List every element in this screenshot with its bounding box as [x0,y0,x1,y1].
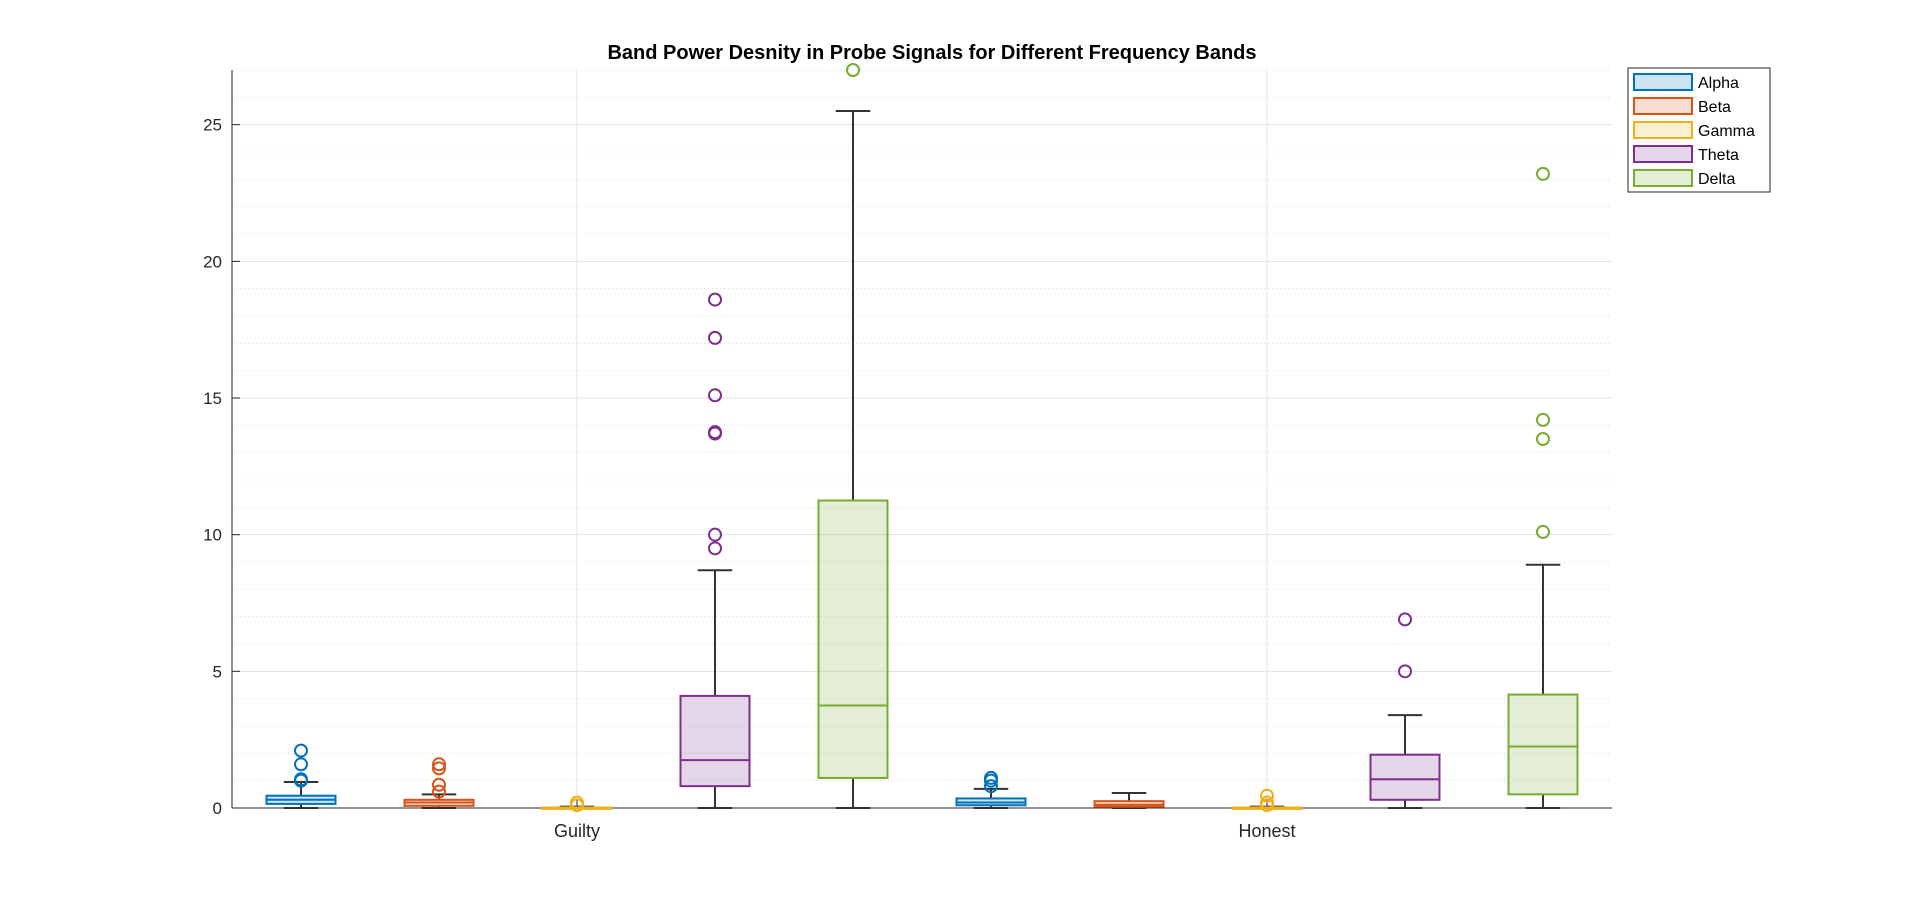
legend-swatch [1633,121,1693,139]
outlier-point [984,779,998,794]
y-tick-label: 25 [203,116,222,135]
outlier-point [708,292,722,307]
outlier-point [708,388,722,403]
box-alpha-guilty [265,743,337,809]
box-theta-guilty [679,292,751,809]
legend-label: Gamma [1698,123,1755,140]
legend: Alpha Beta Gamma Theta Delta [1627,67,1771,193]
legend-item-theta: Theta [1633,145,1739,164]
legend-item-beta: Beta [1633,97,1731,116]
box-gamma-guilty [541,795,613,813]
legend-item-delta: Delta [1633,169,1735,188]
outlier-point [294,772,308,787]
outlier-point [1536,412,1550,427]
box-iqr [679,694,751,788]
outlier-point [1260,788,1274,803]
outlier-point [984,770,998,785]
y-axis: 0 5 10 15 20 25 [203,70,240,818]
outlier-point [570,795,584,810]
outlier-point [708,541,722,556]
legend-item-alpha: Alpha [1633,73,1739,92]
outlier-point [708,425,722,440]
outlier-point [1536,432,1550,446]
major-grid [232,70,1612,809]
legend-swatch [1633,145,1693,163]
outlier-point [708,330,722,345]
box-iqr [817,499,889,779]
outlier-point [1398,612,1412,627]
y-tick-label: 20 [203,252,222,271]
y-tick-label: 15 [203,389,222,408]
chart-title: Band Power Desnity in Probe Signals for … [607,42,1256,64]
box-beta-honest [1093,791,1165,809]
outlier-point [1398,664,1412,679]
y-tick-label: 0 [213,799,222,818]
outlier-point [1536,166,1550,181]
outlier-point [432,784,446,799]
outlier-point [432,777,446,792]
legend-label: Beta [1698,99,1731,116]
outlier-point [1260,795,1274,810]
outlier-point [432,761,446,776]
legend-swatch [1633,97,1693,115]
outlier-point [1536,524,1550,539]
legend-box [1627,67,1771,193]
outlier-point [432,757,446,772]
x-tick-label: Guilty [554,821,600,841]
legend-item-gamma: Gamma [1633,121,1755,140]
legend-label: Theta [1698,147,1739,164]
minor-grid [232,69,1612,782]
legend-label: Delta [1698,171,1735,188]
outlier-point [708,527,722,542]
outlier-point [294,757,308,772]
legend-swatch [1633,73,1693,91]
box-delta-honest [1507,166,1579,809]
box-alpha-honest [955,770,1027,809]
outlier-point [846,63,860,77]
x-tick-label: Honest [1238,821,1295,841]
box-delta-guilty [817,63,889,809]
x-axis: Guilty Honest [232,800,1612,841]
box-gamma-honest [1231,788,1303,813]
box-theta-honest [1369,612,1441,809]
legend-label: Alpha [1698,75,1739,92]
box-beta-guilty [403,757,475,809]
legend-swatch [1633,169,1693,187]
box-iqr [1507,693,1579,796]
y-tick-label: 10 [203,526,222,545]
boxes [265,63,1579,813]
outlier-point [294,743,308,758]
box-iqr [1369,753,1441,801]
y-tick-label: 5 [213,662,222,681]
